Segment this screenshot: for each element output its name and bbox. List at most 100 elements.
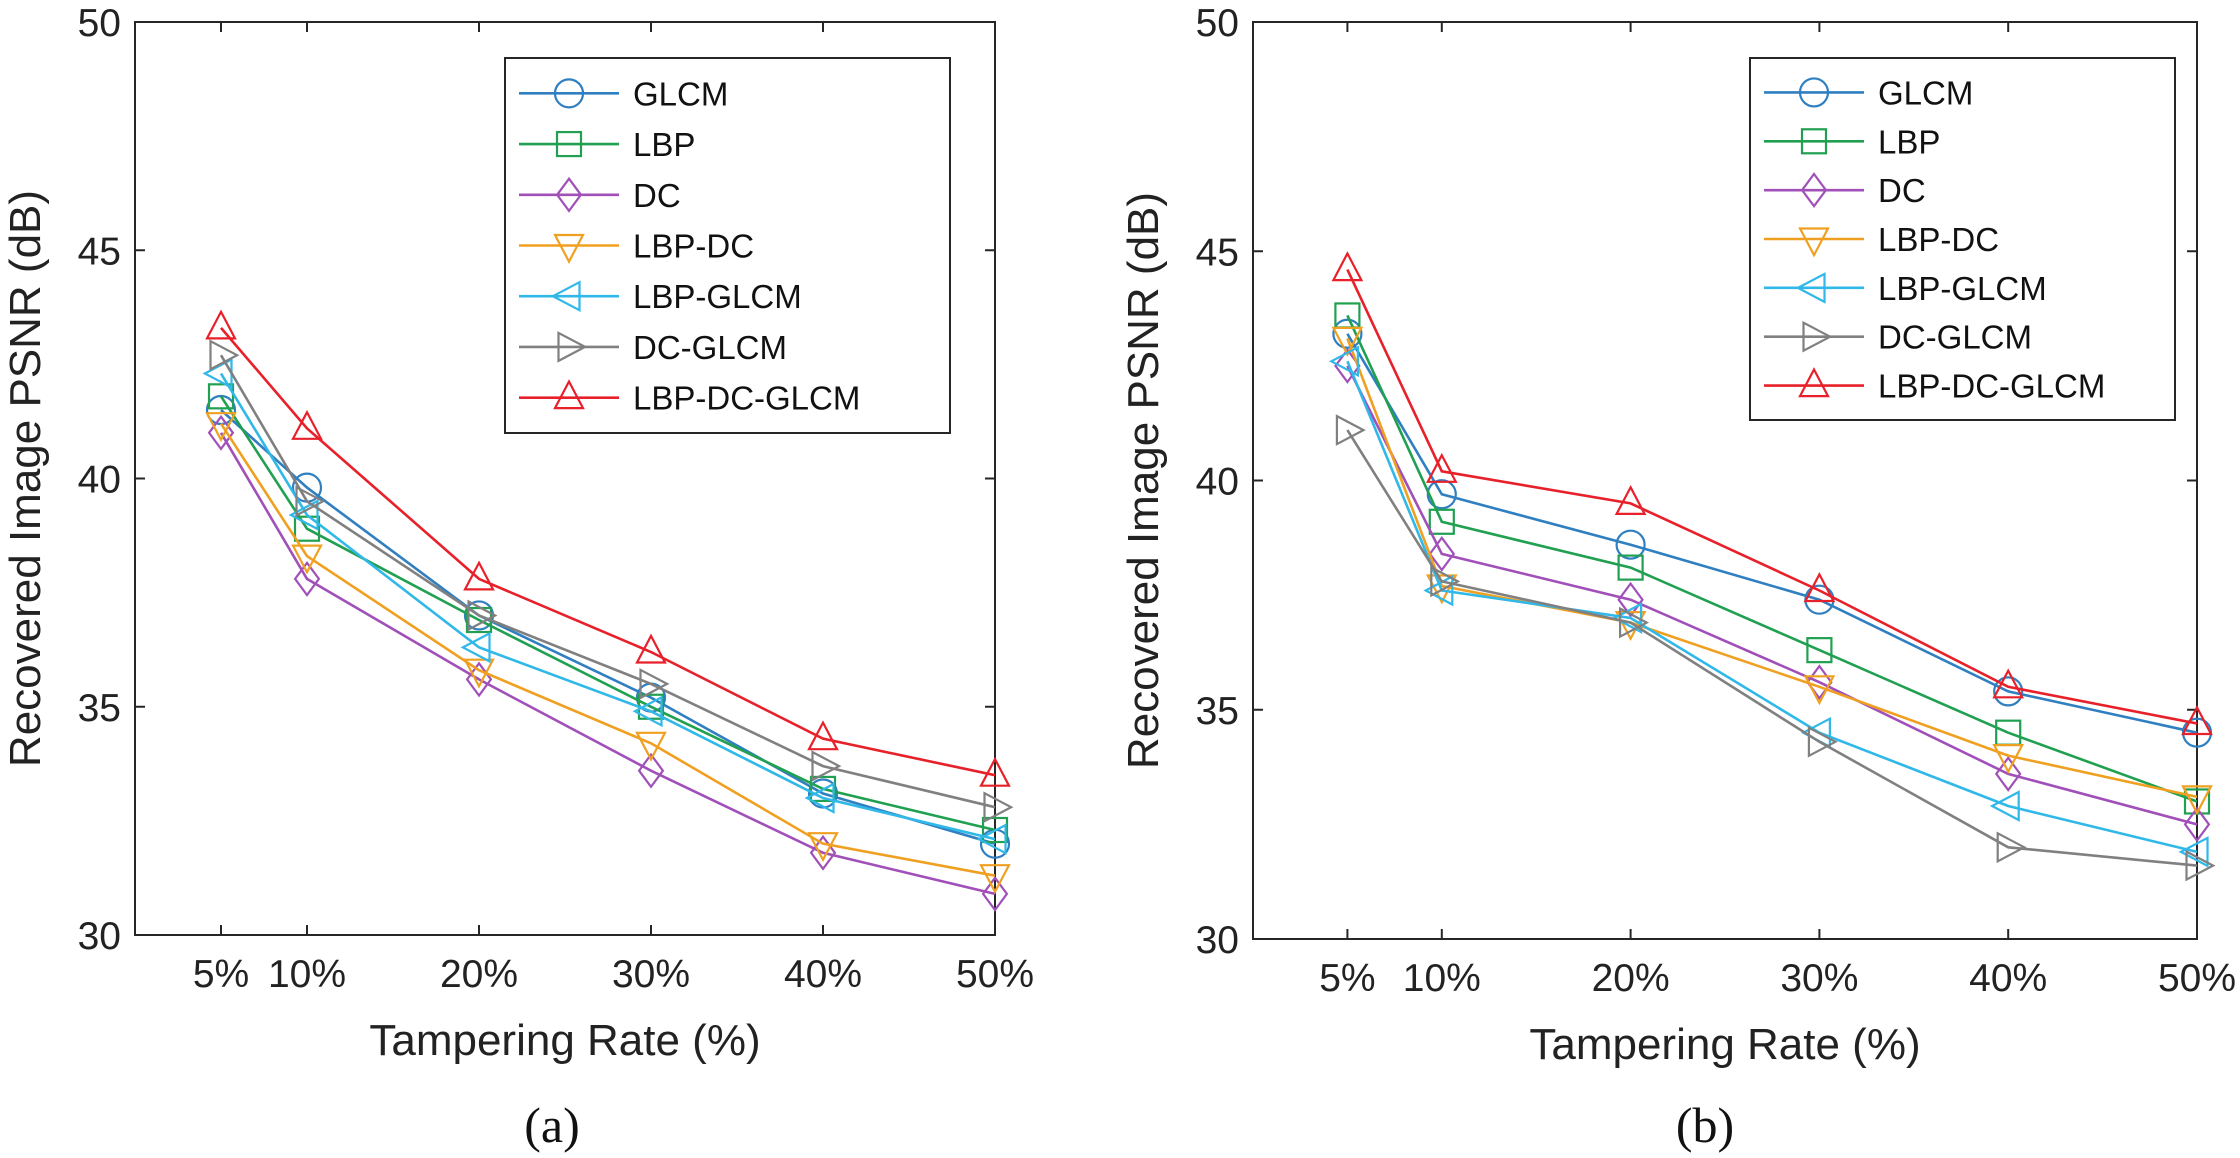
series-dc-glcm	[1335, 414, 2216, 882]
legend-marker-dc-glcm	[557, 331, 588, 363]
series-dc-glcm	[209, 339, 1014, 824]
legend-item-lbp-glcm: LBP-GLCM	[519, 278, 802, 315]
x-tick-label: 5%	[193, 953, 249, 996]
data-point-dc-glcm	[467, 599, 498, 632]
x-tick-label: 40%	[1969, 957, 2047, 1000]
y-tick-label: 50	[78, 2, 121, 45]
series-line-lbp-dc	[219, 422, 996, 877]
data-point-dc	[1617, 581, 1644, 618]
data-point-lbp-dc	[463, 658, 495, 689]
data-point-dc-glcm	[295, 485, 326, 518]
data-point-dc	[1428, 535, 1456, 572]
data-point-lbp	[1617, 554, 1644, 581]
data-point-lbp-glcm	[288, 499, 319, 531]
data-point-dc-glcm	[1996, 831, 2027, 864]
data-point-dc-glcm	[983, 791, 1014, 824]
x-tick-label: 30%	[612, 953, 690, 996]
y-tick-label: 30	[78, 915, 121, 958]
data-point-lbp-glcm	[632, 695, 663, 728]
series-lbp-glcm	[202, 357, 1007, 855]
legend-label: LBP	[633, 126, 695, 163]
series-lbp	[207, 383, 1009, 844]
y-tick-label: 40	[78, 459, 121, 502]
x-tick-label: 10%	[1403, 957, 1481, 1000]
legend-marker-lbp-dc	[553, 233, 585, 264]
series-lbp-glcm	[1328, 345, 2209, 868]
legend-label: DC-GLCM	[1878, 319, 2032, 356]
legend-marker-lbp	[555, 130, 583, 158]
data-point-lbp-glcm	[976, 823, 1007, 855]
data-point-lbp-dc	[1803, 675, 1836, 706]
data-point-lbp-dc-glcm	[807, 720, 839, 751]
series-lbp-dc-glcm	[205, 309, 1011, 787]
series-line-dc-glcm	[219, 354, 996, 809]
series-line-glcm	[1346, 333, 2198, 734]
y-tick-label: 45	[1196, 231, 1239, 274]
legend-marker-dc	[555, 176, 583, 213]
data-point-lbp-dc-glcm	[1614, 484, 1647, 516]
data-point-dc-glcm	[1430, 565, 1461, 598]
data-point-dc-glcm	[811, 750, 842, 782]
data-point-lbp-glcm	[1328, 345, 1360, 378]
x-tick-label: 30%	[1780, 957, 1858, 1000]
legend-marker-lbp-glcm	[1795, 272, 1826, 304]
legend-item-glcm: GLCM	[519, 75, 728, 112]
data-point-dc	[293, 560, 321, 597]
data-point-lbp-dc	[291, 544, 323, 575]
legend: GLCM LBP DC LBP-DC LBP-GLCM DC-GLCM LBP-DC-GLC…	[504, 57, 951, 434]
data-point-lbp	[1806, 637, 1833, 664]
series-lbp	[1334, 302, 2211, 815]
x-axis-label: Tampering Rate (%)	[1529, 1020, 1920, 1069]
y-tick-label: 35	[1196, 690, 1239, 733]
legend-item-dc: DC	[519, 177, 681, 214]
legend-label: LBP-DC	[633, 228, 754, 265]
series-line-lbp-glcm	[1346, 360, 2198, 854]
y-tick-label: 30	[1196, 919, 1239, 962]
x-tick-label: 20%	[1592, 957, 1670, 1000]
legend-marker-lbp-dc	[1798, 227, 1830, 258]
data-point-glcm	[1993, 676, 2024, 707]
data-point-lbp-glcm	[1423, 574, 1454, 607]
series-line-lbp-glcm	[219, 372, 996, 841]
data-point-dc	[1994, 755, 2022, 792]
data-point-lbp-dc-glcm	[1992, 668, 2025, 699]
data-point-lbp-dc-glcm	[2181, 705, 2213, 736]
legend-item-lbp-dc: LBP-DC	[519, 228, 754, 265]
series-line-lbp	[219, 395, 996, 832]
data-point-lbp-dc-glcm	[1331, 251, 1364, 282]
data-point-lbp-dc	[1331, 326, 1364, 357]
x-axis-label: Tampering Rate (%)	[369, 1016, 760, 1065]
data-point-dc-glcm	[639, 668, 670, 700]
legend-marker-lbp	[1800, 128, 1828, 155]
caption-a: (a)	[524, 1097, 580, 1153]
data-point-lbp-dc-glcm	[1425, 452, 1458, 483]
legend-marker-glcm	[1798, 77, 1830, 108]
legend-item-lbp-dc-glcm: LBP-DC-GLCM	[519, 379, 860, 417]
series-line-dc-glcm	[1346, 429, 2198, 867]
data-point-lbp-dc	[979, 864, 1011, 895]
x-tick-label: 5%	[1319, 957, 1375, 1000]
data-point-dc-glcm	[1335, 414, 1366, 446]
series-line-lbp	[1346, 314, 2198, 803]
data-point-dc	[2183, 806, 2211, 843]
legend-item-lbp-dc: LBP-DC	[1764, 221, 1999, 258]
legend-label: LBP	[1878, 123, 1940, 160]
legend-marker-lbp-dc-glcm	[1798, 367, 1830, 398]
data-point-glcm	[1615, 529, 1646, 560]
data-point-dc-glcm	[1807, 725, 1838, 758]
legend-label: LBP-DC	[1878, 221, 1999, 258]
x-tick-label: 40%	[784, 953, 862, 996]
legend-marker-glcm	[553, 78, 585, 109]
legend-marker-lbp-glcm	[550, 280, 581, 313]
data-point-lbp	[981, 816, 1009, 844]
data-point-lbp-dc	[1614, 610, 1647, 642]
legend-item-lbp-dc-glcm: LBP-DC-GLCM	[1764, 367, 2105, 405]
data-point-glcm	[1332, 318, 1363, 349]
y-tick-label: 40	[1196, 461, 1239, 504]
data-point-lbp-glcm	[1612, 602, 1643, 634]
data-point-lbp-dc	[1425, 574, 1458, 605]
data-point-lbp-dc-glcm	[635, 633, 667, 664]
series-line-dc	[219, 432, 996, 896]
data-point-lbp-dc	[635, 731, 667, 762]
series-line-lbp-dc-glcm	[1346, 269, 2198, 725]
